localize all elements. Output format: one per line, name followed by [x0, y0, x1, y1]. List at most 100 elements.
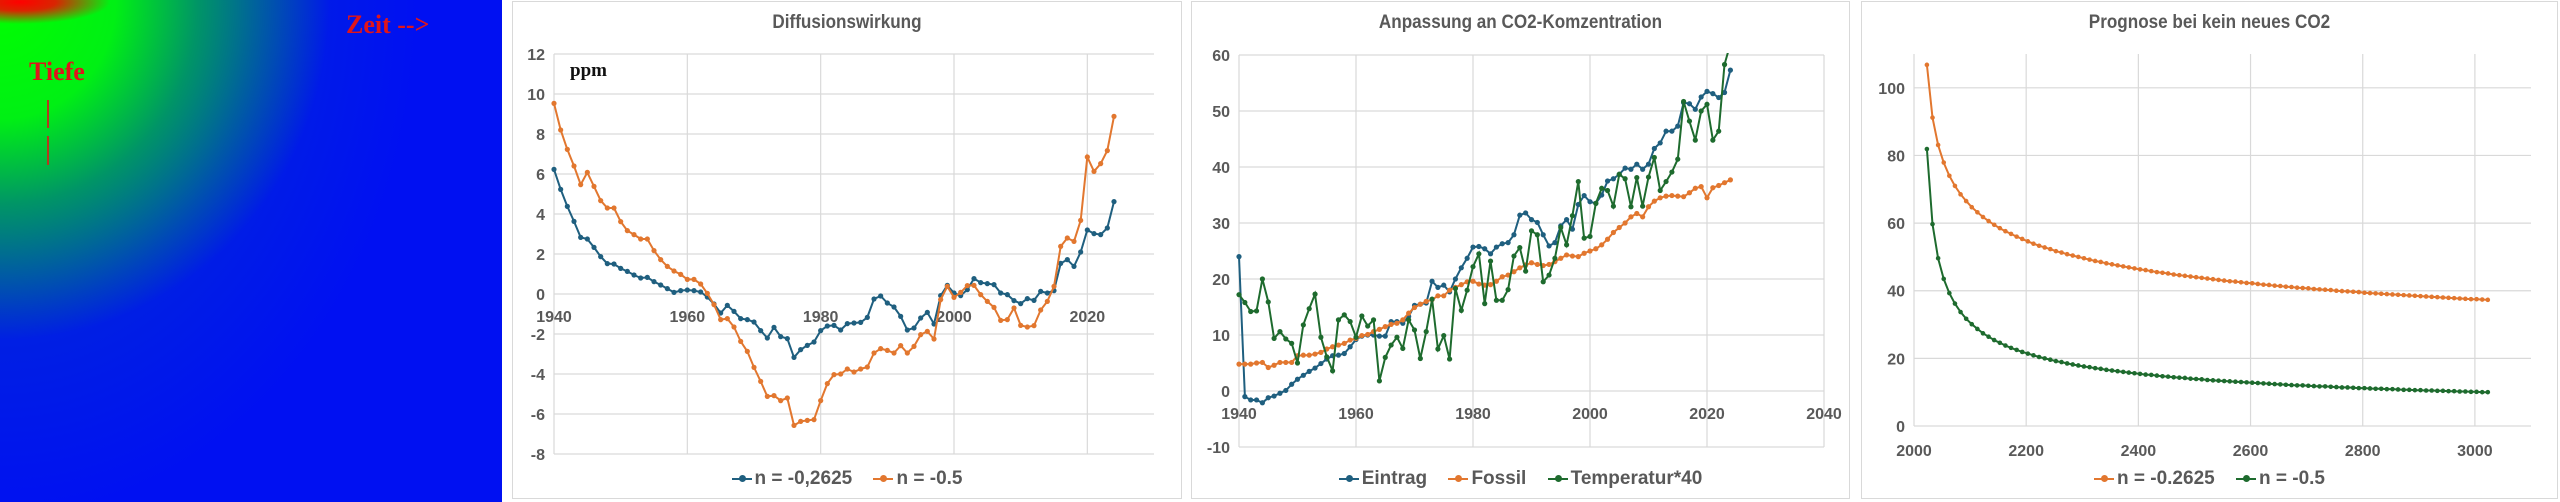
x-tick-label: 2000: [1896, 443, 1932, 460]
data-point: [2429, 388, 2435, 393]
data-point: [971, 276, 977, 282]
data-point: [1569, 226, 1576, 232]
data-point: [724, 302, 730, 308]
data-point: [1564, 242, 1570, 248]
data-point: [1071, 263, 1077, 269]
data-point: [2451, 295, 2457, 301]
data-point: [1686, 190, 1693, 196]
data-point: [911, 343, 917, 349]
data-point: [1312, 365, 1318, 371]
data-point: [1604, 236, 1611, 242]
data-point: [578, 182, 584, 188]
data-point: [584, 236, 590, 242]
data-point: [2423, 388, 2429, 393]
data-point: [1038, 288, 1044, 294]
data-point: [2008, 231, 2014, 237]
data-point: [1470, 264, 1476, 270]
data-point: [1610, 203, 1616, 209]
x-tick-label: 1960: [1338, 406, 1374, 423]
data-point: [1259, 276, 1265, 282]
data-point: [1312, 291, 1318, 297]
data-point: [1958, 309, 1963, 315]
data-point: [1400, 317, 1406, 323]
data-point: [818, 328, 824, 334]
data-point: [2451, 388, 2457, 394]
data-point: [1417, 301, 1423, 307]
data-point: [924, 309, 930, 315]
data-point: [2092, 365, 2098, 371]
data-point: [844, 321, 850, 327]
data-point: [791, 422, 797, 428]
data-point: [978, 292, 984, 298]
data-point: [1930, 221, 1935, 227]
data-point: [651, 248, 657, 254]
data-point: [2412, 293, 2418, 299]
data-point: [1300, 352, 1306, 358]
data-point: [1622, 220, 1628, 226]
y-tick-label: 20: [1887, 351, 1905, 368]
data-point: [2199, 377, 2205, 382]
data-point: [1347, 318, 1353, 325]
series-line-1: [1238, 69, 1732, 404]
data-point: [864, 314, 870, 320]
data-point: [2435, 294, 2440, 300]
data-point: [784, 395, 790, 401]
data-point: [1277, 329, 1283, 335]
data-point: [2255, 281, 2261, 287]
data-point: [2160, 270, 2165, 276]
data-point: [1930, 115, 1935, 120]
data-point: [1064, 235, 1070, 241]
data-point: [2070, 362, 2076, 367]
data-point: [631, 272, 637, 278]
series-layer: [1236, 53, 1733, 406]
data-point: [998, 290, 1004, 296]
data-point: [2059, 250, 2064, 255]
data-point: [804, 417, 810, 423]
data-point: [1604, 187, 1611, 194]
data-point: [1098, 232, 1104, 238]
data-point: [2446, 388, 2451, 394]
data-point: [1963, 316, 1969, 322]
data-point: [2283, 382, 2289, 388]
data-point: [2148, 372, 2154, 378]
data-point: [2238, 279, 2244, 285]
data-point: [1599, 242, 1605, 248]
legend-marker-icon: [1547, 474, 1568, 482]
data-point: [1634, 210, 1640, 217]
data-point: [1651, 145, 1657, 152]
data-point: [1669, 169, 1675, 175]
legend-item: Fossil: [1448, 468, 1526, 490]
data-point: [2109, 368, 2115, 373]
data-point: [1411, 304, 1418, 311]
data-point: [564, 203, 570, 209]
data-point: [1341, 350, 1347, 357]
data-point: [2412, 387, 2418, 393]
data-point: [918, 315, 924, 321]
data-point: [2019, 349, 2025, 355]
data-point: [1071, 238, 1077, 244]
data-point: [2266, 381, 2272, 387]
data-point: [1975, 209, 1980, 215]
data-point: [791, 354, 797, 360]
data-point: [2177, 375, 2182, 380]
data-point: [1952, 301, 1958, 306]
data-point: [2126, 265, 2132, 270]
data-point: [611, 205, 617, 211]
data-point: [1318, 334, 1324, 340]
data-point: [1236, 292, 1242, 298]
data-point: [1406, 317, 1412, 323]
data-point: [1265, 299, 1271, 305]
data-point: [1947, 290, 1952, 296]
data-point: [2249, 280, 2255, 286]
data-point: [1692, 137, 1698, 143]
data-point: [1692, 106, 1698, 112]
data-point: [1018, 322, 1024, 328]
data-point: [1710, 137, 1716, 143]
data-point: [2367, 290, 2373, 296]
data-point: [2418, 293, 2423, 299]
data-point: [2479, 389, 2485, 395]
y-tick-label: 6: [536, 167, 545, 184]
data-point: [1441, 293, 1447, 299]
data-point: [2255, 380, 2261, 386]
data-point: [1698, 108, 1704, 114]
